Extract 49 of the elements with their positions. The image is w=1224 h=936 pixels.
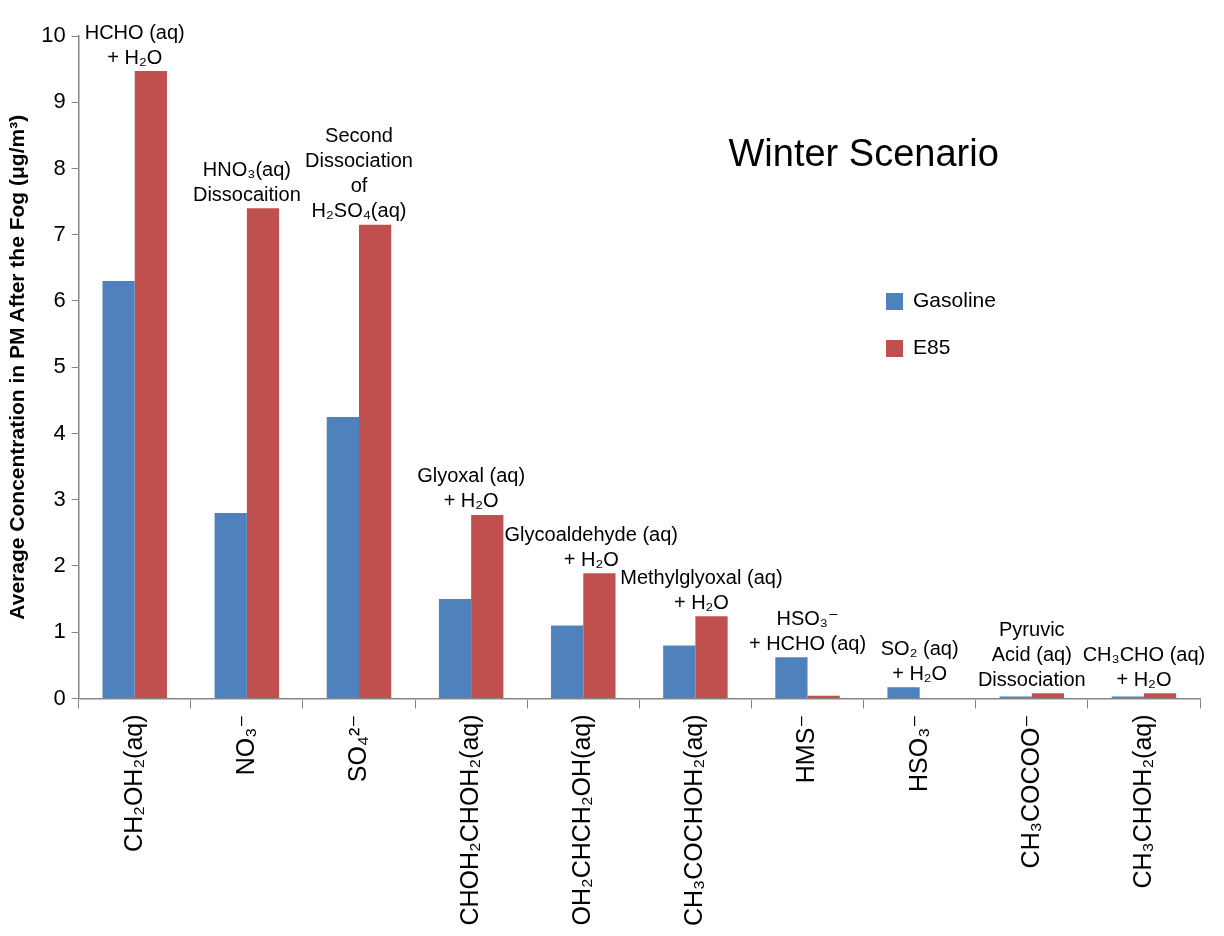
bar [134, 71, 167, 698]
annotation: HSO₃⁻ + HCHO (aq) [748, 606, 867, 654]
y-axis-title: Average Concentration in PM After the Fog (μg/m³) [5, 114, 29, 620]
bar [471, 514, 504, 698]
y-tick-label: 9 [53, 88, 66, 114]
y-tick-label: 5 [53, 353, 66, 379]
x-tick-label: CH₂OH₂(aq) [118, 714, 147, 852]
x-tick-label: CHOH₂CHOH₂(aq) [455, 714, 484, 926]
bar [695, 616, 728, 698]
x-tick-label: CH₃COCHOH₂(aq) [679, 714, 708, 926]
bar [102, 281, 135, 698]
legend-label: E85 [913, 334, 951, 358]
y-tick-label: 6 [53, 287, 66, 313]
bar [214, 512, 247, 698]
legend-label: Gasoline [913, 287, 996, 311]
bar [775, 657, 808, 698]
y-tick-label: 3 [53, 485, 66, 511]
bar [887, 687, 920, 698]
y-tick-label: 0 [53, 684, 66, 710]
text: Winter Scenario [728, 131, 999, 174]
bar [583, 573, 616, 698]
bar [663, 645, 696, 698]
bar [807, 695, 840, 698]
y-tick-label: 4 [53, 419, 66, 445]
y-tick-label: 1 [53, 618, 66, 644]
y-tick-label: 2 [53, 552, 66, 578]
bar [438, 599, 472, 698]
annotation: SO₂ (aq) + H₂O [880, 636, 959, 684]
x-tick-label: OH₂CHCH₂OH(aq) [567, 714, 596, 926]
annotation: HNO₃(aq) Dissocaition [192, 157, 301, 205]
x-tick-label: HMS⁻ [791, 714, 820, 784]
annotation: Glycoaldehyde (aq) + H₂O [504, 522, 678, 570]
y-tick-label: 7 [53, 220, 66, 246]
annotation: Glyoxal (aq) + H₂O [417, 464, 526, 512]
x-tick-label: CH₃CHOH₂(aq) [1127, 714, 1156, 889]
x-tick-label: CH₃COCOO⁻ [1015, 714, 1044, 869]
annotation: HCHO (aq) + H₂O [84, 20, 185, 68]
y-tick-label: 8 [53, 154, 66, 180]
bar [1031, 693, 1065, 698]
x-tick-label: NO₃⁻ [230, 714, 259, 776]
bar [246, 208, 280, 698]
bar [326, 416, 359, 698]
x-tick-label: HSO₃⁻ [903, 714, 932, 792]
x-tick-label: SO₄²⁻ [342, 714, 371, 783]
bar [359, 224, 392, 698]
annotation: Second Dissociation of H₂SO₄(aq) [305, 124, 413, 222]
bar [1143, 693, 1177, 698]
y-tick-label: 10 [41, 22, 66, 48]
bar [551, 625, 584, 698]
